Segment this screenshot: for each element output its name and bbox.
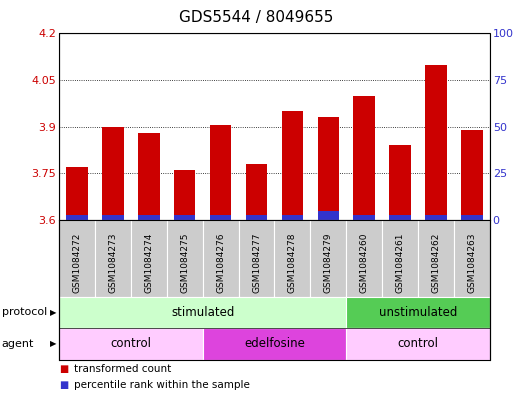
Bar: [425, 215, 447, 220]
Bar: [389, 145, 411, 220]
Text: protocol: protocol: [2, 307, 47, 318]
Bar: [353, 215, 375, 220]
Text: GSM1084277: GSM1084277: [252, 232, 261, 293]
Bar: [425, 64, 447, 220]
Bar: [102, 127, 124, 220]
Text: control: control: [110, 337, 151, 351]
Text: edelfosine: edelfosine: [244, 337, 305, 351]
Text: GDS5544 / 8049655: GDS5544 / 8049655: [180, 10, 333, 25]
Text: GSM1084273: GSM1084273: [108, 232, 117, 293]
Bar: [138, 215, 160, 220]
Bar: [461, 130, 483, 220]
Text: GSM1084274: GSM1084274: [144, 232, 153, 293]
Text: GSM1084261: GSM1084261: [396, 232, 405, 293]
Text: control: control: [398, 337, 439, 351]
Bar: [353, 95, 375, 220]
Text: agent: agent: [2, 339, 34, 349]
Text: ▶: ▶: [50, 340, 56, 348]
Bar: [102, 215, 124, 220]
Text: percentile rank within the sample: percentile rank within the sample: [74, 380, 250, 390]
Text: ■: ■: [59, 364, 68, 375]
Text: stimulated: stimulated: [171, 306, 234, 319]
Bar: [174, 170, 195, 220]
Bar: [66, 167, 88, 220]
Text: GSM1084279: GSM1084279: [324, 232, 333, 293]
Bar: [210, 125, 231, 220]
Text: GSM1084278: GSM1084278: [288, 232, 297, 293]
Bar: [210, 215, 231, 220]
Text: GSM1084260: GSM1084260: [360, 232, 369, 293]
Bar: [318, 211, 339, 220]
Text: transformed count: transformed count: [74, 364, 172, 375]
Bar: [66, 215, 88, 220]
Bar: [318, 118, 339, 220]
Bar: [246, 215, 267, 220]
Text: GSM1084275: GSM1084275: [180, 232, 189, 293]
Text: ▶: ▶: [50, 308, 56, 317]
Text: unstimulated: unstimulated: [379, 306, 457, 319]
Bar: [246, 164, 267, 220]
Bar: [461, 215, 483, 220]
Text: ■: ■: [59, 380, 68, 390]
Text: GSM1084276: GSM1084276: [216, 232, 225, 293]
Text: GSM1084262: GSM1084262: [431, 232, 441, 293]
Bar: [138, 133, 160, 220]
Bar: [282, 215, 303, 220]
Bar: [389, 215, 411, 220]
Text: GSM1084272: GSM1084272: [72, 232, 82, 293]
Text: GSM1084263: GSM1084263: [467, 232, 477, 293]
Bar: [282, 111, 303, 220]
Bar: [174, 215, 195, 220]
